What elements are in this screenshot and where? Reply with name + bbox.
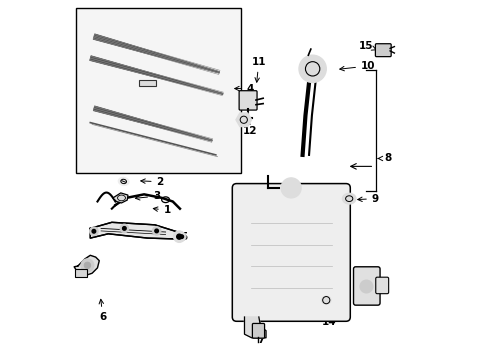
- Text: 14: 14: [321, 305, 335, 327]
- Polygon shape: [93, 34, 219, 73]
- Text: 3: 3: [135, 191, 160, 201]
- FancyBboxPatch shape: [75, 269, 86, 277]
- Circle shape: [120, 224, 128, 233]
- Polygon shape: [89, 56, 223, 95]
- Circle shape: [92, 229, 96, 233]
- Polygon shape: [93, 106, 212, 141]
- Circle shape: [84, 262, 90, 269]
- Circle shape: [177, 232, 185, 241]
- Text: 13: 13: [364, 289, 378, 305]
- FancyBboxPatch shape: [375, 277, 388, 294]
- Polygon shape: [74, 255, 99, 275]
- FancyBboxPatch shape: [252, 323, 264, 338]
- Text: 9: 9: [357, 194, 378, 204]
- Text: 8: 8: [377, 153, 391, 163]
- Polygon shape: [90, 222, 183, 239]
- Ellipse shape: [321, 296, 330, 304]
- Circle shape: [359, 280, 372, 293]
- Text: 6: 6: [99, 299, 106, 322]
- Text: 11: 11: [251, 57, 265, 82]
- Circle shape: [180, 235, 183, 238]
- Circle shape: [152, 226, 161, 235]
- Polygon shape: [244, 317, 265, 338]
- Text: 15: 15: [358, 41, 375, 50]
- Text: 4: 4: [234, 84, 253, 94]
- Circle shape: [122, 226, 126, 230]
- Circle shape: [173, 231, 184, 242]
- Text: 1: 1: [153, 206, 171, 216]
- FancyBboxPatch shape: [232, 184, 349, 321]
- Polygon shape: [113, 193, 128, 203]
- Bar: [76, 8, 241, 173]
- Text: 5: 5: [171, 232, 187, 242]
- Ellipse shape: [118, 177, 129, 185]
- Text: 10: 10: [339, 61, 375, 71]
- Circle shape: [155, 229, 158, 233]
- FancyBboxPatch shape: [138, 80, 156, 86]
- Circle shape: [176, 234, 182, 239]
- FancyBboxPatch shape: [353, 267, 379, 305]
- FancyBboxPatch shape: [375, 44, 390, 57]
- Ellipse shape: [342, 193, 355, 204]
- Circle shape: [89, 227, 98, 235]
- Text: 2: 2: [141, 177, 163, 187]
- Text: 7: 7: [256, 321, 264, 345]
- FancyBboxPatch shape: [239, 91, 257, 110]
- Text: 12: 12: [242, 120, 257, 135]
- Circle shape: [298, 55, 325, 82]
- Circle shape: [281, 178, 301, 198]
- Circle shape: [81, 259, 94, 272]
